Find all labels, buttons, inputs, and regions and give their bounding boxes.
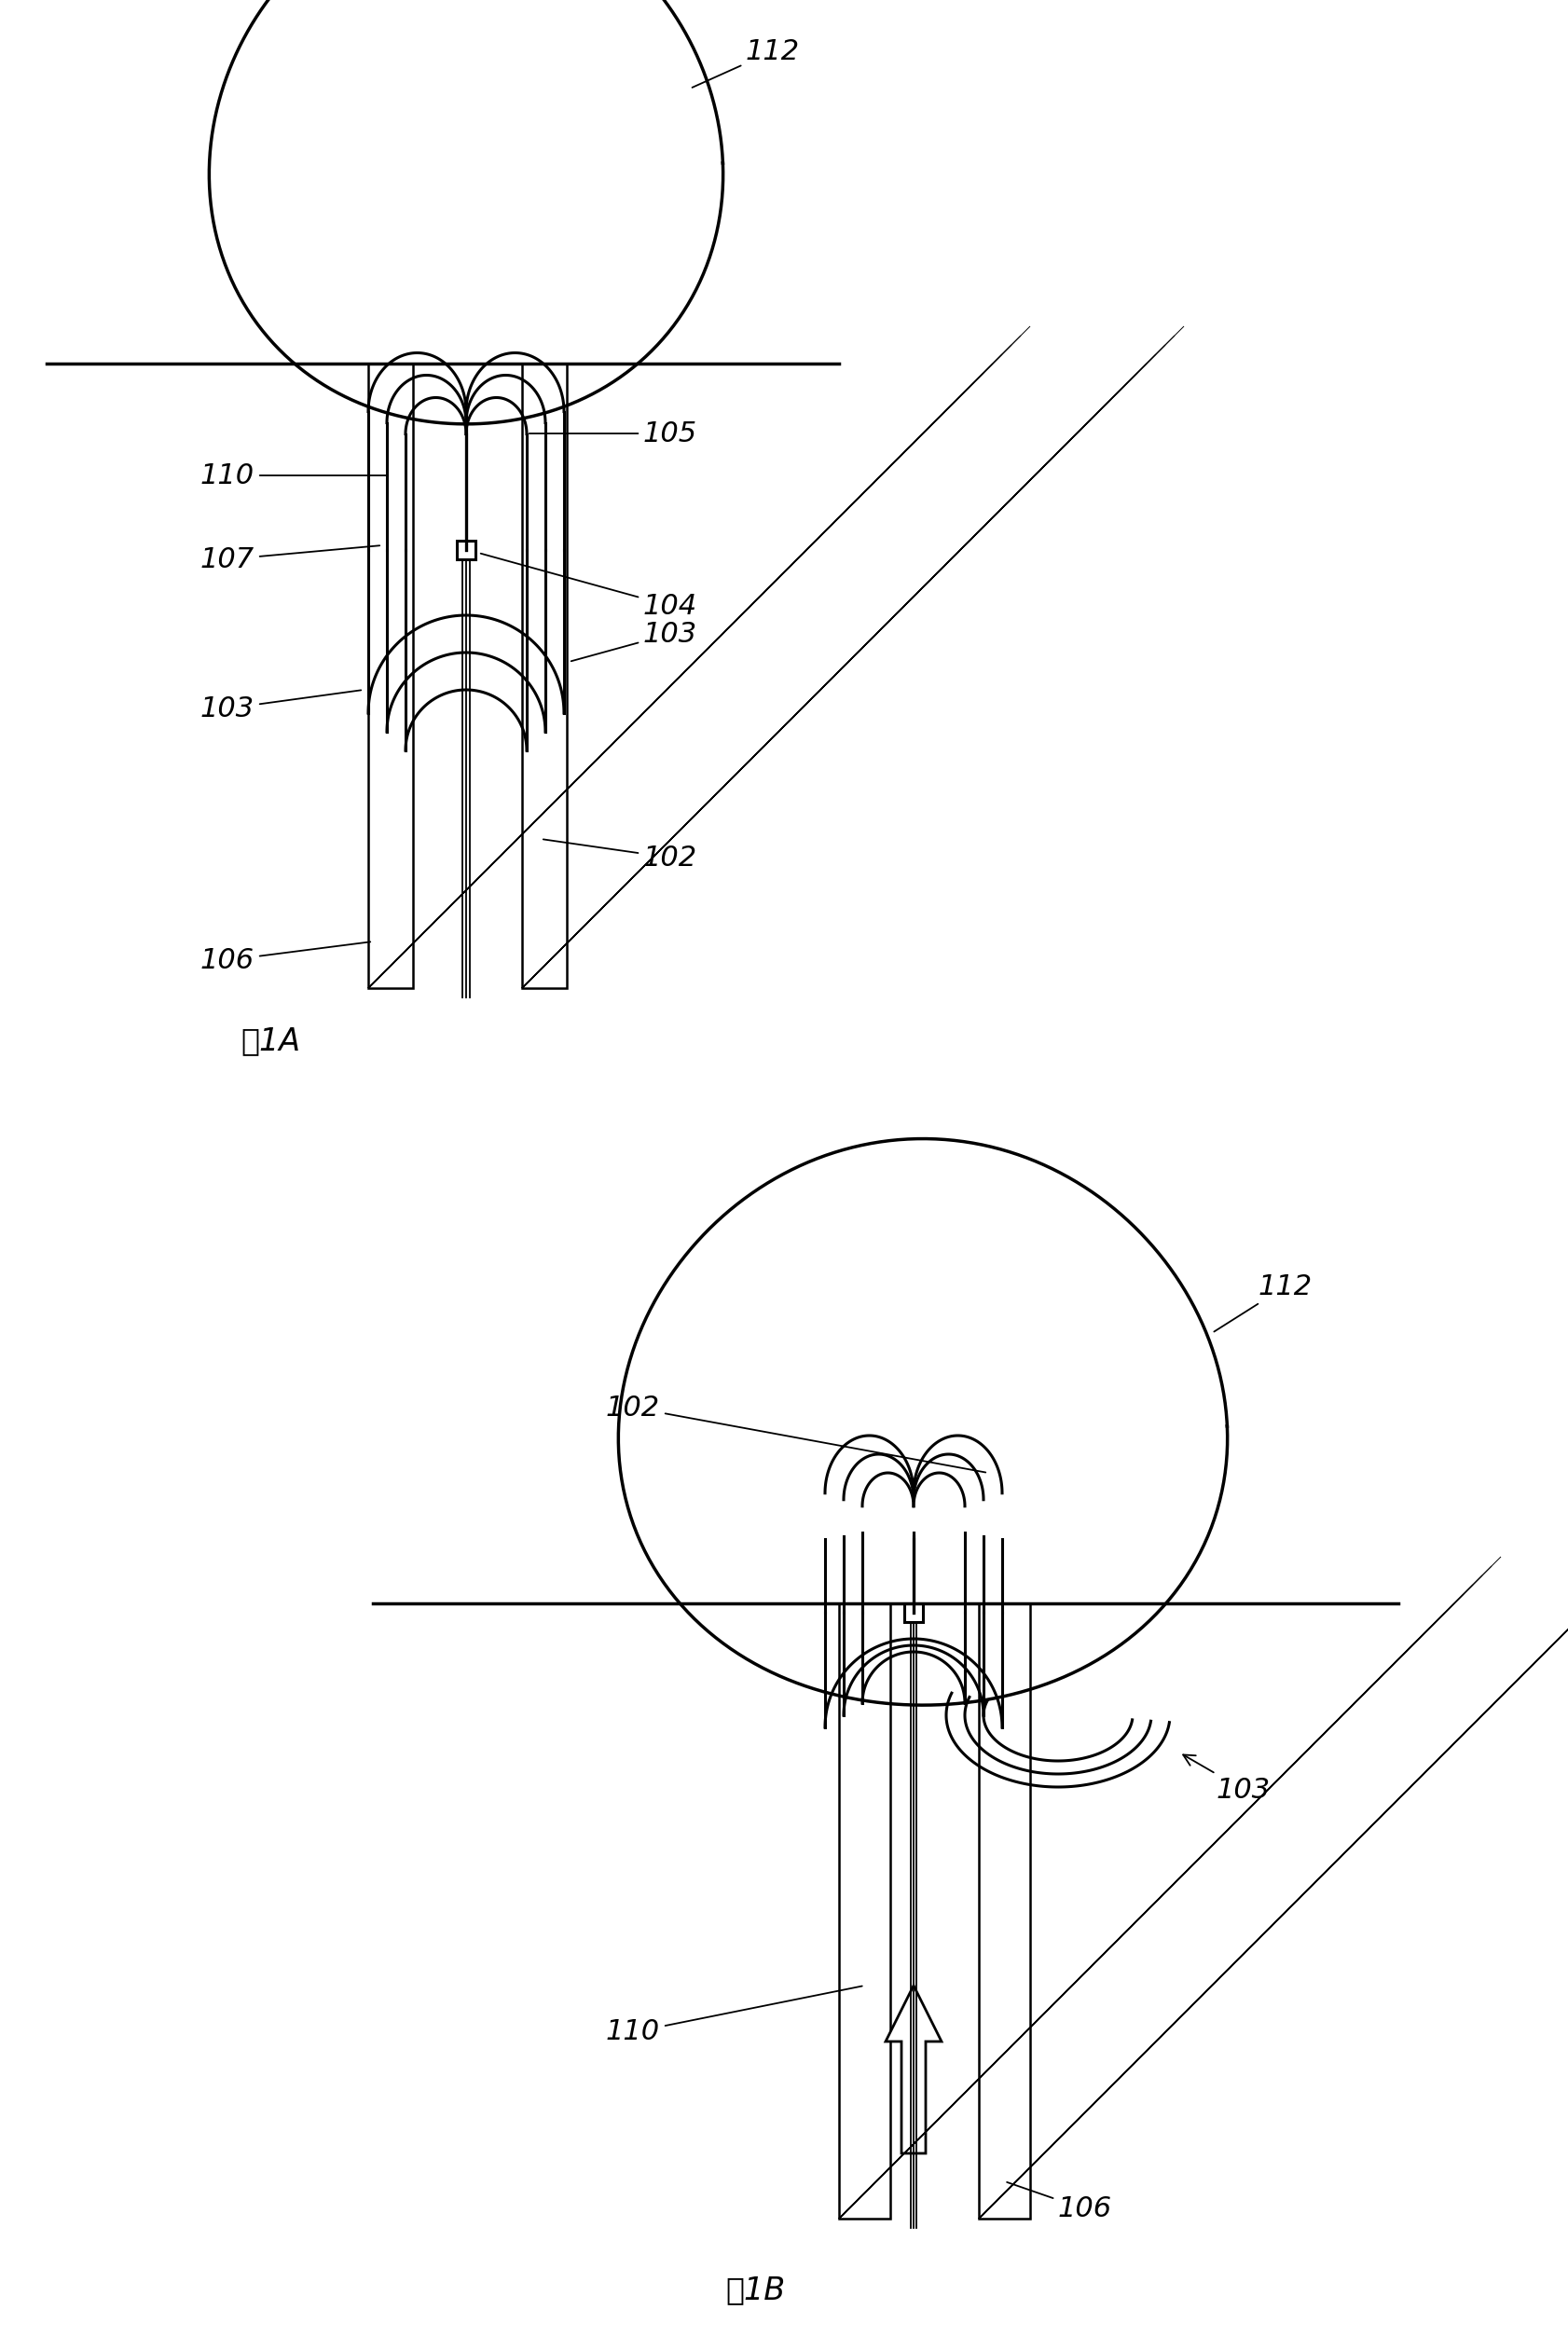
Text: 103: 103 xyxy=(1184,1755,1270,1804)
Text: 图1A: 图1A xyxy=(240,1026,299,1056)
Text: 110: 110 xyxy=(201,463,387,488)
Text: 103: 103 xyxy=(571,619,698,661)
FancyArrow shape xyxy=(886,1986,941,2152)
Bar xyxy=(456,540,475,559)
Text: 图1B: 图1B xyxy=(726,2274,786,2304)
Text: 103: 103 xyxy=(201,689,361,722)
Bar xyxy=(839,1603,891,2218)
Bar xyxy=(368,365,412,989)
Text: 112: 112 xyxy=(1214,1274,1312,1332)
Text: 105: 105 xyxy=(530,421,698,446)
Text: 106: 106 xyxy=(201,942,370,975)
Text: 106: 106 xyxy=(1007,2183,1112,2222)
Bar xyxy=(978,1603,1030,2218)
Text: 110: 110 xyxy=(605,1986,862,2045)
Text: 104: 104 xyxy=(481,554,698,619)
Bar xyxy=(905,1603,924,1622)
Text: 102: 102 xyxy=(605,1395,986,1472)
Text: 112: 112 xyxy=(691,37,800,86)
Text: 102: 102 xyxy=(543,839,698,872)
Bar xyxy=(522,365,566,989)
Text: 107: 107 xyxy=(201,545,379,573)
